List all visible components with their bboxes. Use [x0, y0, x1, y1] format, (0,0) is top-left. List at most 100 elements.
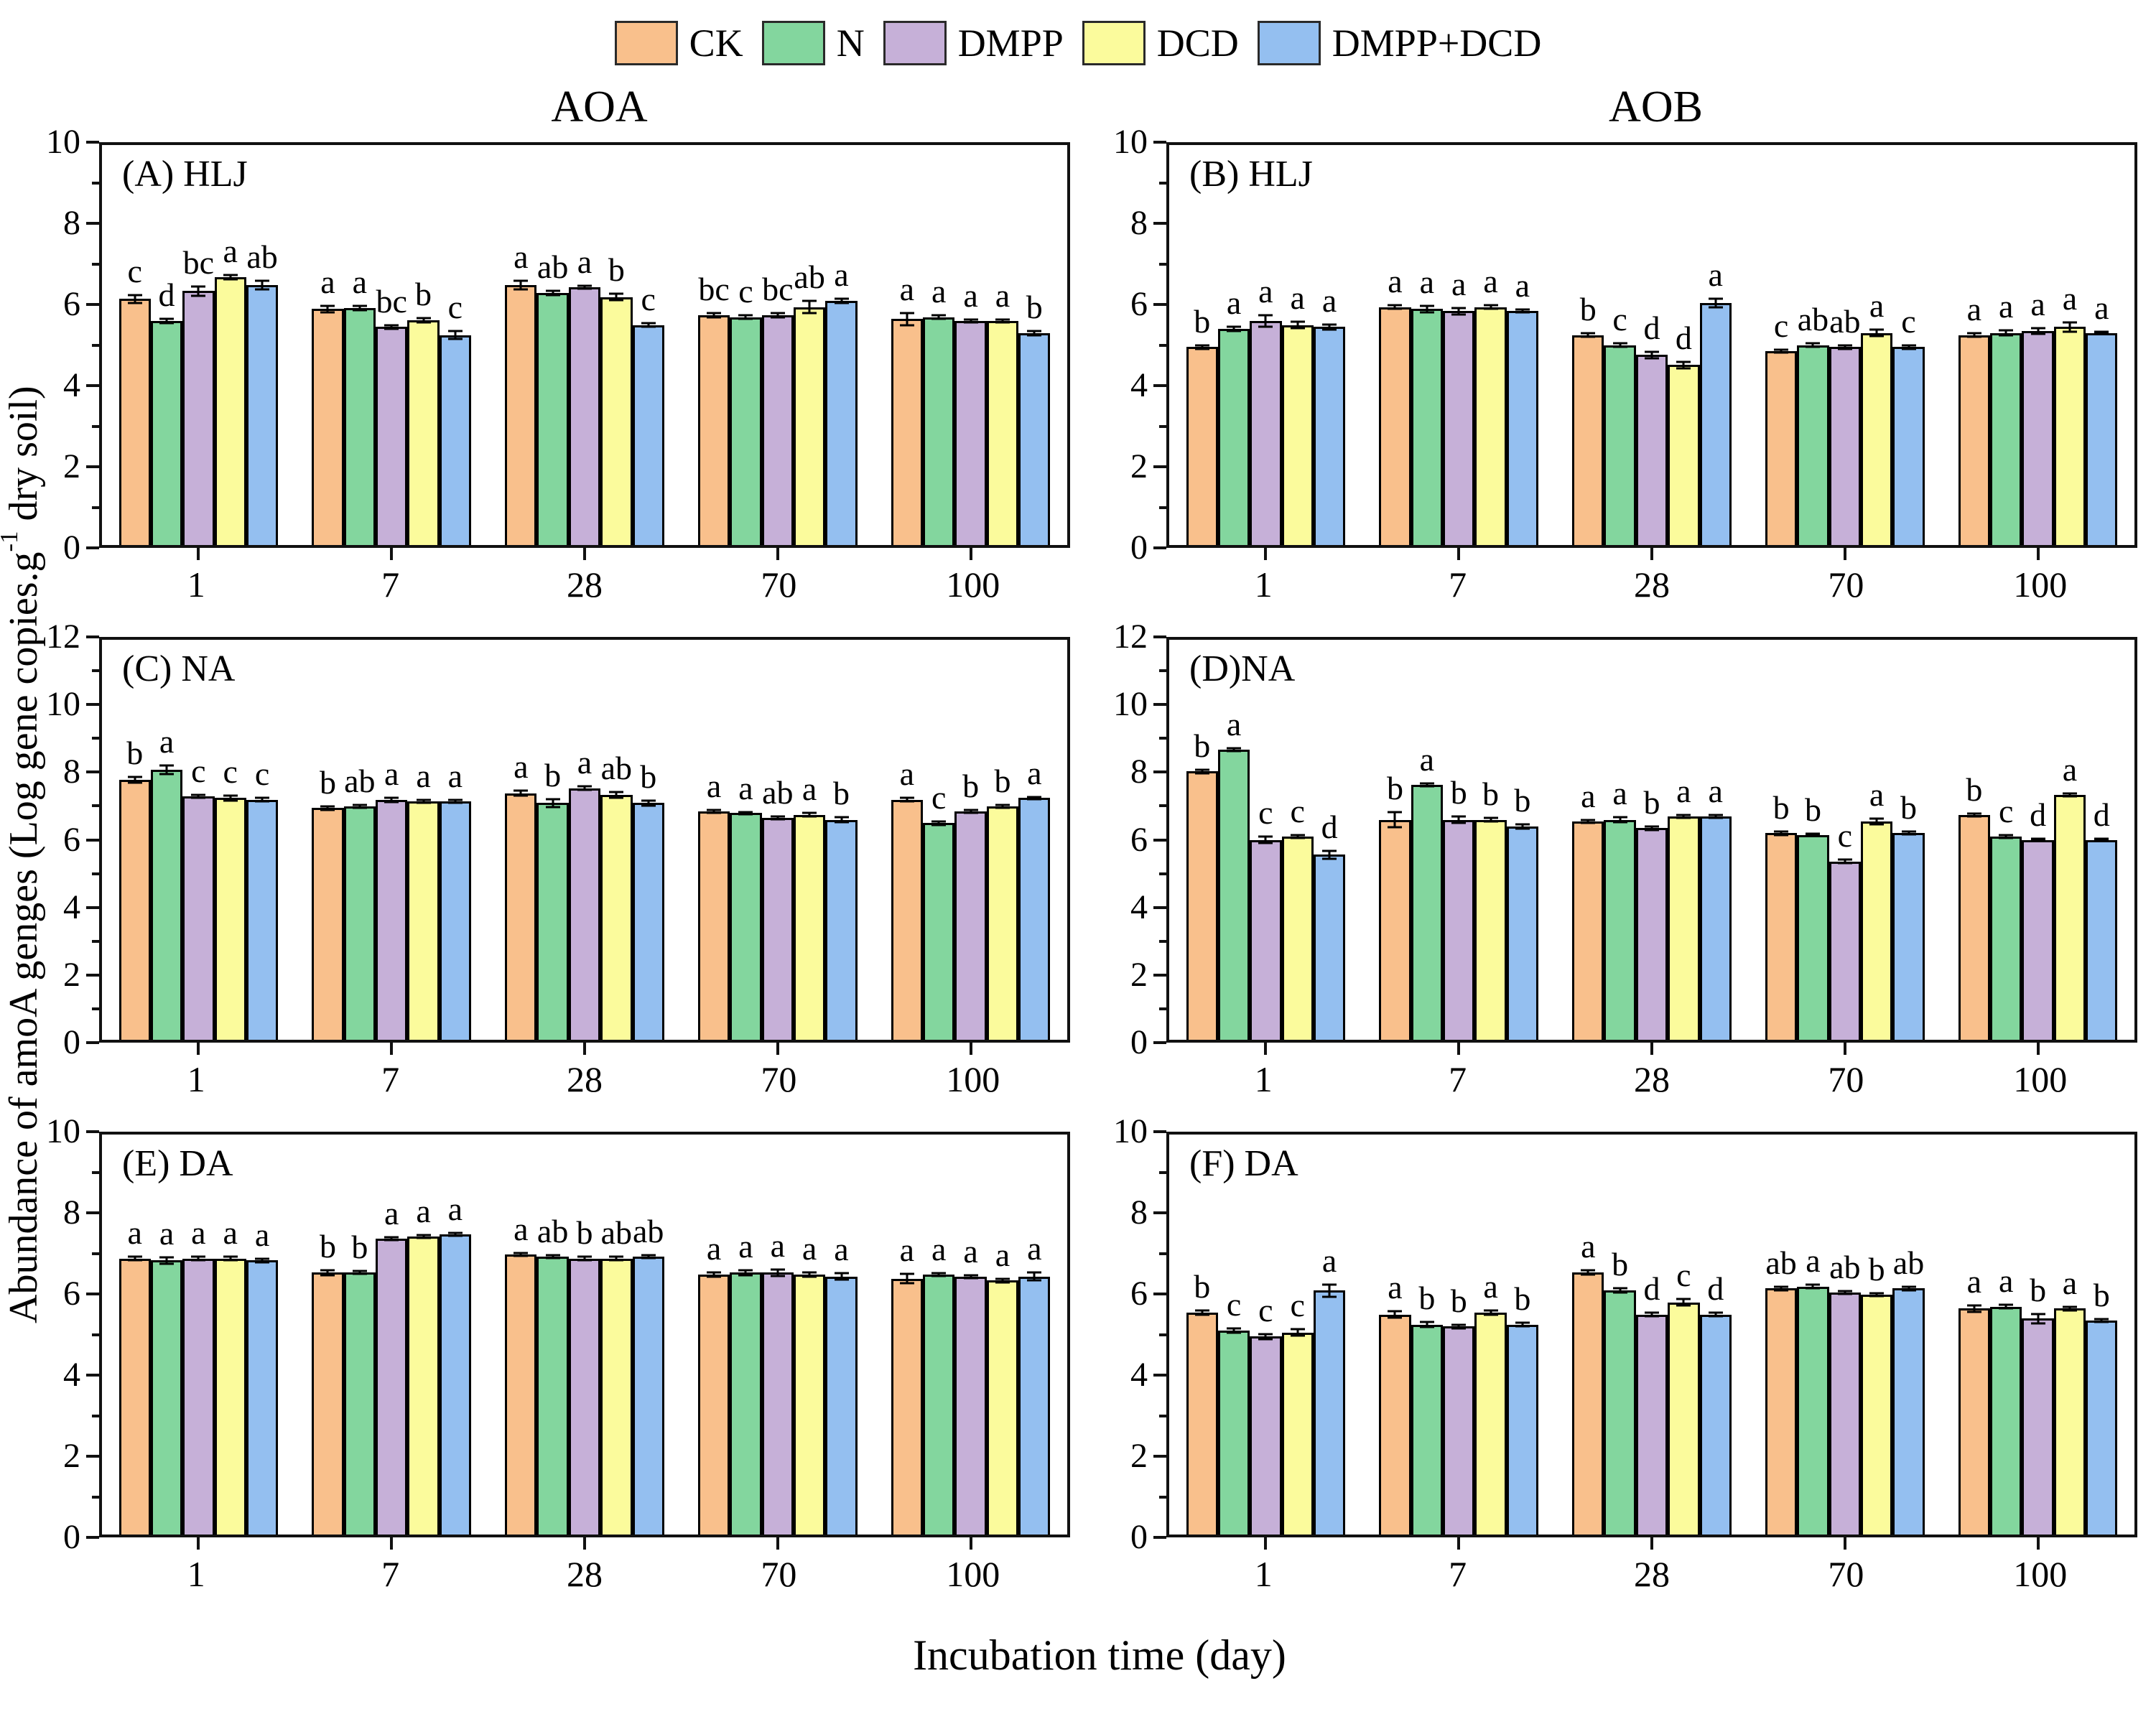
error-bar-top-cap: [1837, 344, 1852, 346]
error-bar: [615, 1256, 618, 1261]
error-bar-bottom-cap: [707, 811, 722, 814]
error-bar: [552, 1254, 554, 1259]
significance-letter: a: [931, 1230, 947, 1267]
y-tick-label: 6: [63, 820, 80, 859]
error-bar: [1490, 817, 1492, 822]
bar-DCD: [214, 1258, 246, 1535]
y-minor-tick-mark: [1159, 424, 1166, 428]
error-bar-top-cap: [127, 1255, 142, 1258]
bar-DMPP: [376, 327, 408, 545]
x-tick-label: 100: [946, 564, 1000, 605]
significance-letter: a: [514, 238, 529, 276]
error-bar-top-cap: [1290, 1328, 1305, 1331]
significance-letter: b: [1900, 789, 1917, 826]
error-bar: [1521, 309, 1524, 313]
bar-CK: [1572, 335, 1604, 545]
error-bar: [1586, 332, 1589, 337]
x-tick-mark: [1843, 548, 1846, 560]
error-bar-bottom-cap: [1966, 1310, 1981, 1313]
error-bar-top-cap: [2062, 792, 2077, 795]
error-bar-top-cap: [1451, 1323, 1467, 1326]
y-tick-label: 0: [1130, 528, 1148, 567]
bar-N: [1797, 834, 1829, 1040]
error-bar: [1457, 307, 1460, 315]
error-bar-top-cap: [1581, 1269, 1596, 1272]
error-bar-top-cap: [1515, 308, 1530, 311]
error-bar-top-cap: [1806, 342, 1821, 345]
significance-letter: d: [2030, 796, 2047, 833]
significance-letter: c: [1901, 302, 1916, 340]
bar-DMPP: [1829, 861, 1861, 1040]
error-bar-bottom-cap: [514, 794, 529, 797]
significance-letter: c: [447, 289, 463, 326]
bar-DMPP: [2022, 839, 2054, 1040]
y-axis-A: 0 2 4 6 8 10: [43, 125, 99, 565]
y-tick-label: 10: [1113, 1112, 1148, 1150]
error-bar-top-cap: [1774, 1285, 1789, 1288]
error-bar-top-cap: [834, 297, 849, 300]
error-bar-bottom-cap: [1837, 348, 1852, 350]
x-tick-label: 7: [1449, 1554, 1467, 1594]
panel-label-E: (E) DA: [122, 1143, 233, 1184]
bar-CK: [1186, 1312, 1218, 1535]
error-bar: [583, 786, 586, 790]
significance-letter: b: [962, 768, 980, 805]
error-bar-top-cap: [770, 312, 785, 315]
error-bar-bottom-cap: [1676, 367, 1691, 370]
error-bar-bottom-cap: [707, 1275, 722, 1278]
error-bar-top-cap: [416, 317, 431, 320]
y-minor-tick-mark: [1159, 1333, 1166, 1336]
bar-DMPP+DCD: [1892, 1288, 1925, 1535]
error-bar: [1328, 325, 1331, 330]
error-bar-top-cap: [1027, 796, 1042, 798]
error-bar-bottom-cap: [577, 788, 592, 791]
y-minor-tick-mark: [92, 737, 99, 740]
y-tick-label: 4: [63, 888, 80, 926]
significance-letter: b: [1482, 775, 1500, 812]
error-bar: [1875, 330, 1878, 337]
error-bar-top-cap: [1419, 304, 1434, 307]
error-bar-bottom-cap: [384, 327, 399, 330]
plot-box-F: (F) DA b c c c a a b b a b a b d c d ab a ab b ab a a b a b: [1166, 1132, 2137, 1550]
bar-DMPP+DCD: [1313, 1290, 1346, 1535]
error-bar-bottom-cap: [2062, 1309, 2077, 1312]
error-bar-bottom-cap: [2062, 795, 2077, 798]
error-bar-top-cap: [223, 794, 238, 797]
bar-DCD: [1474, 1312, 1507, 1535]
bar-N: [1990, 1306, 2022, 1535]
error-bar-top-cap: [1515, 823, 1530, 826]
x-tick-label: 1: [187, 1554, 205, 1594]
y-tick-label: 2: [1130, 1437, 1148, 1475]
error-bar-bottom-cap: [641, 1257, 656, 1259]
error-bar-top-cap: [1612, 816, 1627, 819]
y-tick-mark: [86, 222, 99, 225]
error-bar: [422, 1234, 425, 1239]
x-tick-mark: [583, 548, 586, 560]
error-bar-bottom-cap: [352, 1272, 367, 1275]
y-tick-mark: [1153, 465, 1166, 468]
significance-letter: c: [1290, 1287, 1305, 1324]
y-tick-mark: [1153, 973, 1166, 977]
error-bar-top-cap: [931, 820, 947, 823]
error-bar-bottom-cap: [1515, 827, 1530, 830]
error-bar-top-cap: [1708, 814, 1723, 816]
bar-DCD: [1860, 821, 1893, 1040]
bar-N: [343, 308, 376, 545]
significance-letter: c: [254, 755, 270, 793]
error-bar-top-cap: [738, 811, 753, 814]
significance-letter: a: [706, 768, 722, 805]
significance-letter: c: [931, 778, 947, 816]
y-tick-mark: [86, 465, 99, 468]
y-tick-mark: [86, 384, 99, 387]
error-bar: [647, 322, 650, 327]
error-bar-bottom-cap: [1027, 1279, 1042, 1282]
y-tick-label: 10: [46, 1112, 80, 1150]
y-tick-mark: [1153, 303, 1166, 306]
significance-letter: a: [1581, 777, 1596, 814]
bar-DCD: [793, 307, 826, 545]
x-tick-label: 1: [187, 1059, 205, 1099]
significance-letter: c: [1999, 792, 2014, 829]
error-bar: [906, 798, 909, 802]
error-bar-top-cap: [1966, 812, 1981, 815]
error-bar-top-cap: [255, 279, 270, 282]
